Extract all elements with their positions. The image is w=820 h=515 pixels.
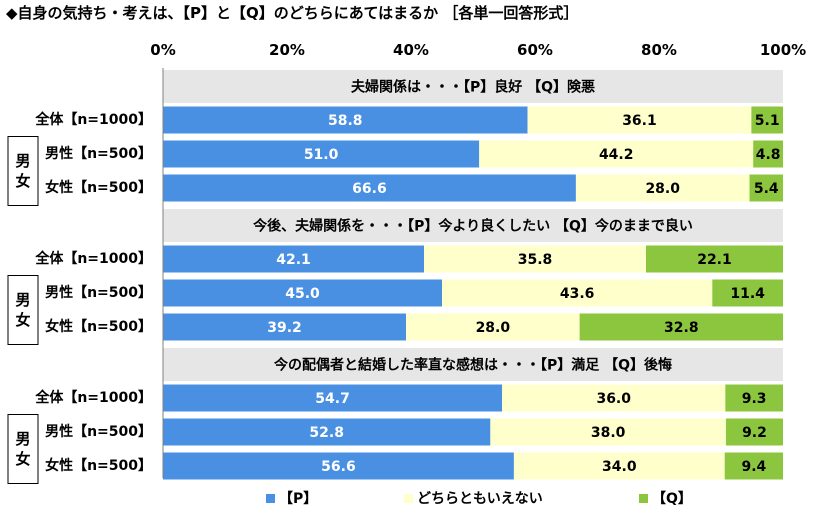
legend-swatch-q xyxy=(639,493,648,503)
x-tick-label-0: 0% xyxy=(150,41,175,59)
section-heading-2: 今の配偶者と結婚した率直な感想は・・・【P】満足 【Q】後悔 xyxy=(273,357,672,374)
x-tick-label-5: 100% xyxy=(760,41,806,59)
data-label-neutral-0-2: 28.0 xyxy=(645,181,680,197)
row-label-1-0: 全体【n=1000】 xyxy=(34,250,152,267)
data-label-p-0-2: 66.6 xyxy=(352,181,387,197)
bar-neutral-1-0 xyxy=(424,245,646,273)
row-label-2-0: 全体【n=1000】 xyxy=(34,389,152,406)
bar-p-2-0 xyxy=(163,384,503,412)
data-label-neutral-1-0: 35.8 xyxy=(518,252,553,268)
row-label-0-1: 男性【n=500】 xyxy=(45,145,152,162)
data-label-p-1-2: 39.2 xyxy=(267,320,302,336)
legend-label-p: 【P】 xyxy=(279,491,318,507)
bar-q-2-0 xyxy=(725,384,783,412)
gender-group-label-male-1: 男 xyxy=(15,291,30,309)
gender-group-box-0 xyxy=(7,136,39,206)
bar-p-0-1 xyxy=(163,140,480,168)
bar-neutral-1-2 xyxy=(406,313,580,341)
gender-group-box-1 xyxy=(7,275,39,345)
legend-item-p: 【P】 xyxy=(266,488,317,508)
bar-q-1-2 xyxy=(579,313,783,341)
bar-neutral-0-2 xyxy=(575,174,750,202)
data-label-q-0-0: 5.1 xyxy=(755,113,780,129)
row-label-1-2: 女性【n=500】 xyxy=(45,318,152,335)
data-label-neutral-1-1: 43.6 xyxy=(560,286,595,302)
bar-neutral-0-0 xyxy=(527,106,752,134)
bar-p-2-1 xyxy=(163,418,491,446)
bar-neutral-2-0 xyxy=(502,384,726,412)
legend-label-neutral: どちらともいえない xyxy=(417,491,543,507)
bar-neutral-2-1 xyxy=(490,418,726,446)
bar-p-0-0 xyxy=(163,106,528,134)
data-label-q-1-2: 32.8 xyxy=(664,320,699,336)
section-heading-1: 今後、夫婦関係を・・・【P】今より良くしたい 【Q】今のままで良い xyxy=(252,218,693,235)
data-label-neutral-2-0: 36.0 xyxy=(596,391,631,407)
bar-q-0-1 xyxy=(753,140,783,168)
gender-group-label-male-2: 男 xyxy=(15,430,30,448)
bar-q-0-0 xyxy=(751,106,783,134)
data-label-q-0-2: 5.4 xyxy=(754,181,779,197)
bar-p-1-0 xyxy=(163,245,425,273)
gender-group-label-female-0: 女 xyxy=(15,172,30,190)
bar-q-1-0 xyxy=(645,245,783,273)
section-band-0 xyxy=(163,70,783,103)
data-label-neutral-2-2: 34.0 xyxy=(602,459,637,475)
legend-swatch-neutral xyxy=(404,493,413,503)
legend-label-q: 【Q】 xyxy=(652,491,692,507)
x-tick-label-4: 80% xyxy=(641,41,677,59)
data-label-p-0-1: 51.0 xyxy=(304,147,339,163)
bar-q-2-2 xyxy=(724,452,783,480)
x-tick-label-2: 40% xyxy=(393,41,429,59)
data-label-q-2-2: 9.4 xyxy=(741,459,766,475)
legend-item-q: 【Q】 xyxy=(639,488,692,508)
data-label-q-2-1: 9.2 xyxy=(742,425,767,441)
gender-group-label-female-2: 女 xyxy=(15,450,30,468)
gender-group-label-female-1: 女 xyxy=(15,311,30,329)
row-label-0-2: 女性【n=500】 xyxy=(45,179,152,196)
row-label-2-1: 男性【n=500】 xyxy=(45,423,152,440)
bar-q-0-2 xyxy=(749,174,783,202)
bar-neutral-1-1 xyxy=(442,279,713,307)
data-label-q-2-0: 9.3 xyxy=(742,391,767,407)
data-label-p-1-0: 42.1 xyxy=(276,252,311,268)
row-label-0-0: 全体【n=1000】 xyxy=(34,111,152,128)
section-heading-0: 夫婦関係は・・・【P】良好 【Q】険悪 xyxy=(351,79,595,96)
data-label-q-0-1: 4.8 xyxy=(756,147,781,163)
section-band-1 xyxy=(163,209,783,242)
gender-group-label-male-0: 男 xyxy=(15,152,30,170)
legend-swatch-p xyxy=(266,493,275,503)
bar-q-1-1 xyxy=(712,279,783,307)
x-tick-label-1: 20% xyxy=(269,41,305,59)
data-label-q-1-0: 22.1 xyxy=(697,252,732,268)
data-label-neutral-0-0: 36.1 xyxy=(622,113,657,129)
bar-p-0-2 xyxy=(163,174,576,202)
legend-item-neutral: どちらともいえない xyxy=(404,488,543,508)
row-label-1-1: 男性【n=500】 xyxy=(45,284,152,301)
data-label-neutral-2-1: 38.0 xyxy=(591,425,626,441)
bar-neutral-2-2 xyxy=(513,452,725,480)
bar-q-2-1 xyxy=(725,418,783,446)
data-label-p-2-1: 52.8 xyxy=(309,425,344,441)
data-label-neutral-0-1: 44.2 xyxy=(599,147,634,163)
data-label-neutral-1-2: 28.0 xyxy=(476,320,511,336)
data-label-p-1-1: 45.0 xyxy=(285,286,320,302)
data-label-p-2-0: 54.7 xyxy=(315,391,350,407)
gender-group-box-2 xyxy=(7,414,39,484)
row-label-2-2: 女性【n=500】 xyxy=(45,457,152,474)
bar-p-1-1 xyxy=(163,279,442,307)
data-label-q-1-1: 11.4 xyxy=(730,286,765,302)
x-tick-label-3: 60% xyxy=(517,41,553,59)
data-label-p-2-2: 56.6 xyxy=(321,459,356,475)
section-band-2 xyxy=(163,348,783,381)
bar-p-1-2 xyxy=(163,313,407,341)
bar-p-2-2 xyxy=(163,452,514,480)
chart-title: ◆自身の気持ち・考えは、【P】と【Q】のどちらにあてはまるか ［各単一回答形式］ xyxy=(6,4,579,22)
bar-neutral-0-1 xyxy=(479,140,754,168)
data-label-p-0-0: 58.8 xyxy=(328,113,363,129)
